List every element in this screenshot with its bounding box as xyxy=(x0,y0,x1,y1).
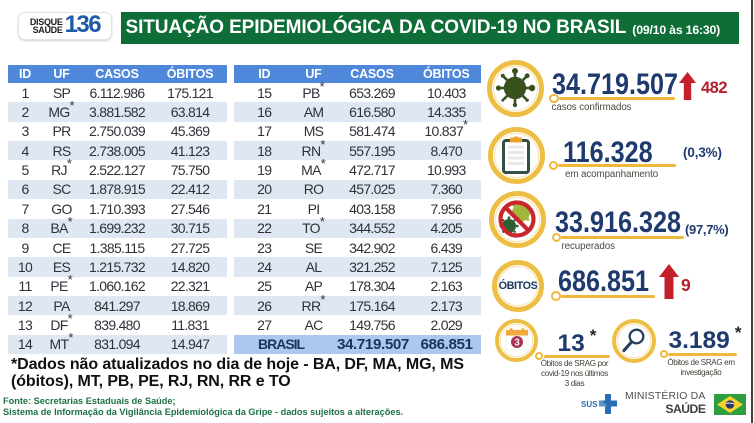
svg-text:3: 3 xyxy=(514,337,520,348)
